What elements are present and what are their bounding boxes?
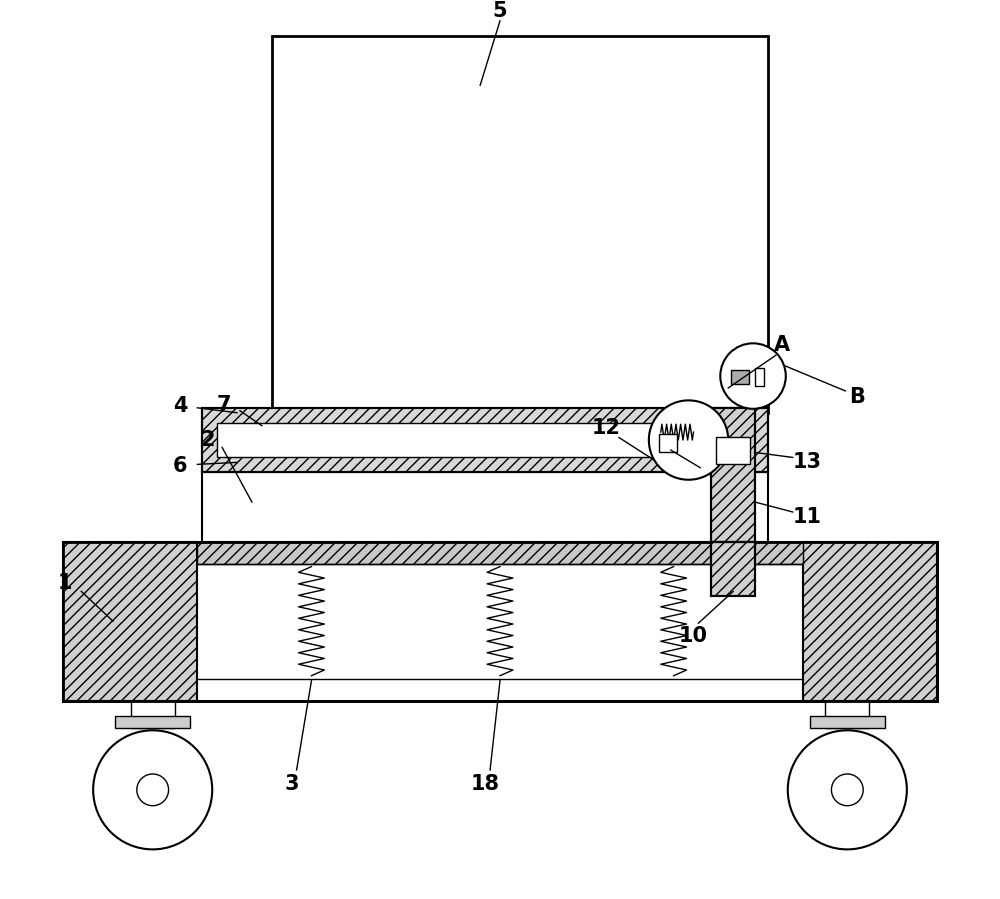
Circle shape: [831, 774, 863, 806]
Text: 1: 1: [58, 574, 73, 593]
Bar: [115, 717, 190, 728]
Text: 18: 18: [471, 774, 500, 794]
Bar: [711, 408, 755, 542]
Text: 6: 6: [173, 457, 188, 476]
Bar: [217, 423, 689, 458]
Bar: [810, 717, 885, 728]
Bar: [659, 434, 677, 452]
Bar: [63, 542, 937, 700]
Circle shape: [720, 343, 786, 409]
Text: 13: 13: [793, 452, 822, 472]
Bar: [711, 542, 755, 596]
Bar: [63, 542, 197, 700]
Bar: [272, 36, 768, 413]
Text: 12: 12: [592, 418, 621, 438]
Bar: [197, 542, 803, 564]
Text: 7: 7: [217, 395, 231, 414]
Text: 10: 10: [679, 626, 708, 646]
Bar: [202, 408, 768, 472]
Text: B: B: [849, 387, 865, 407]
Circle shape: [137, 774, 169, 806]
Text: 3: 3: [284, 774, 299, 794]
Bar: [202, 472, 768, 542]
Circle shape: [788, 730, 907, 850]
Bar: [202, 408, 768, 472]
Bar: [731, 370, 749, 384]
Text: A: A: [774, 335, 790, 355]
Text: 5: 5: [493, 1, 507, 21]
Bar: [711, 408, 755, 542]
Text: 4: 4: [173, 396, 188, 416]
Bar: [131, 700, 175, 728]
Circle shape: [93, 730, 212, 850]
Bar: [755, 368, 764, 386]
Bar: [63, 542, 937, 700]
Bar: [716, 437, 750, 465]
Bar: [825, 700, 869, 728]
Bar: [803, 542, 937, 700]
Text: 11: 11: [793, 507, 822, 527]
Bar: [711, 542, 755, 596]
Text: 2: 2: [200, 430, 215, 450]
Circle shape: [649, 400, 728, 480]
